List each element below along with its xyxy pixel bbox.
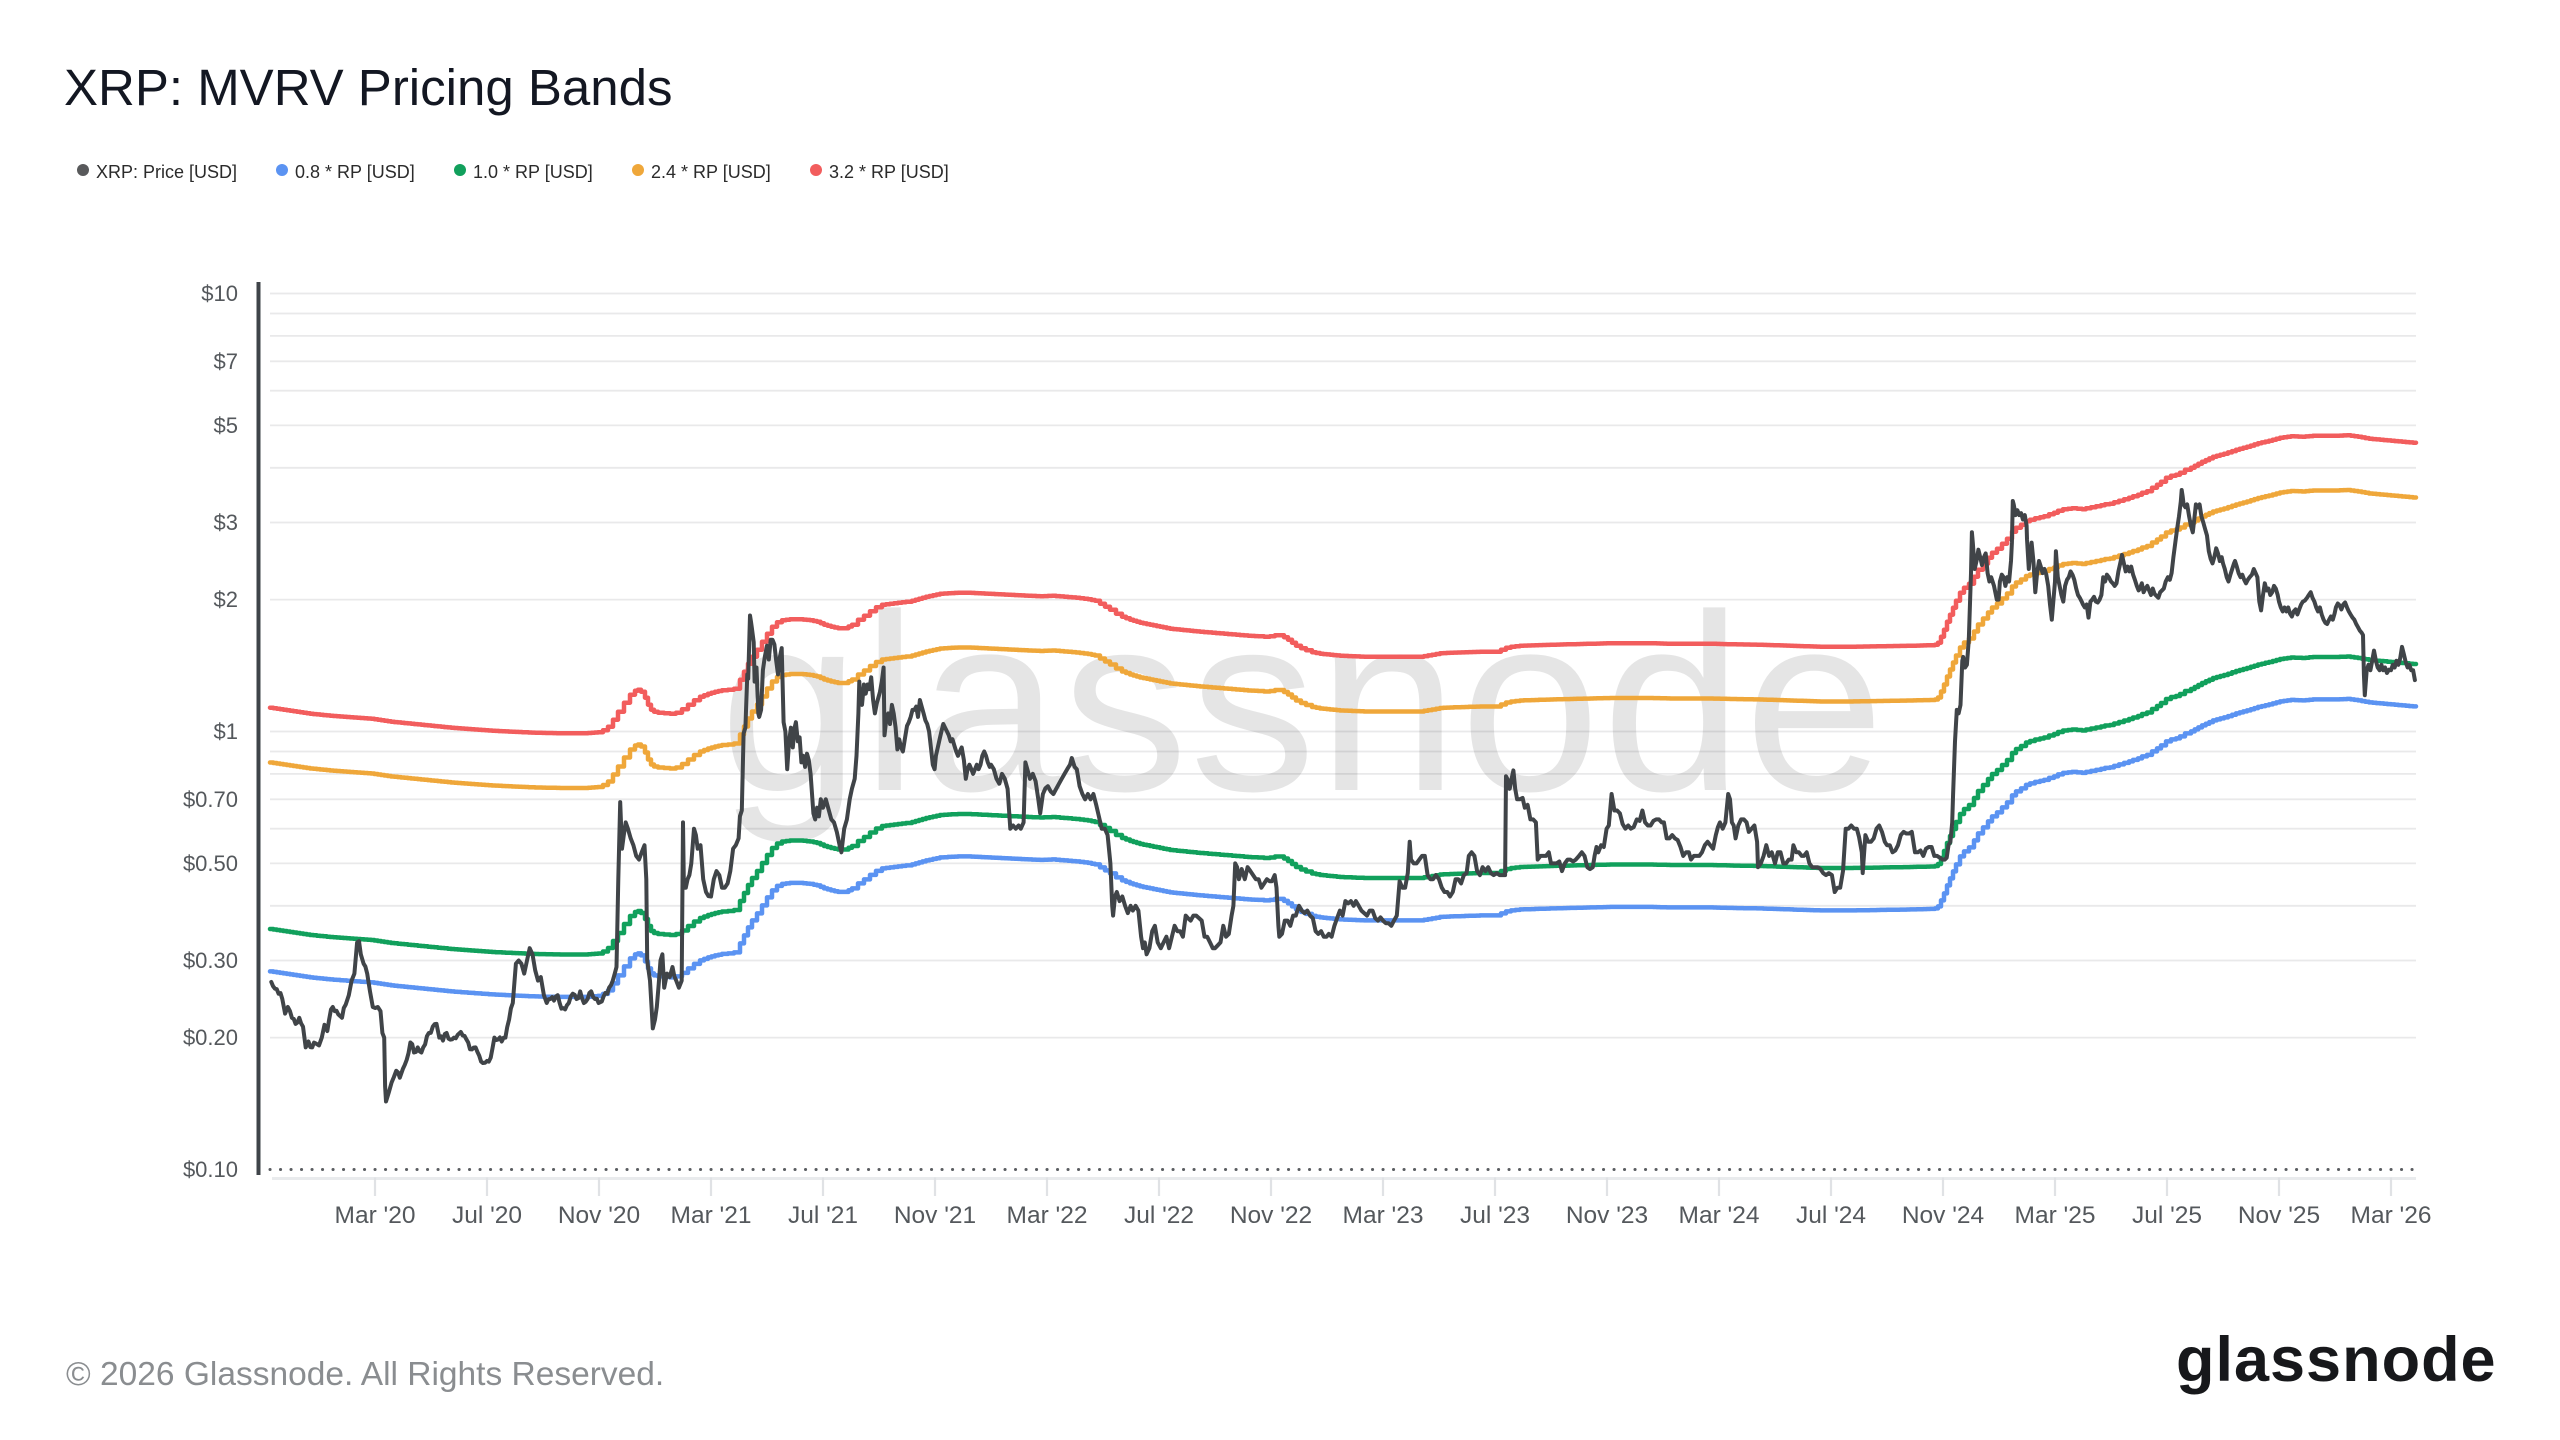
svg-text:Nov '25: Nov '25 [2238, 1202, 2320, 1229]
svg-text:$3: $3 [214, 510, 238, 535]
svg-text:Nov '20: Nov '20 [558, 1202, 640, 1229]
svg-text:Jul '20: Jul '20 [452, 1202, 522, 1229]
svg-text:Jul '22: Jul '22 [1124, 1202, 1194, 1229]
svg-text:$0.70: $0.70 [183, 787, 238, 812]
svg-text:Mar '23: Mar '23 [1343, 1202, 1424, 1229]
svg-text:$10: $10 [201, 281, 238, 306]
svg-text:$0.50: $0.50 [183, 851, 238, 876]
svg-text:Mar '21: Mar '21 [671, 1202, 752, 1229]
svg-text:$2: $2 [214, 587, 238, 612]
svg-text:Jul '21: Jul '21 [788, 1202, 858, 1229]
svg-text:$0.10: $0.10 [183, 1157, 238, 1182]
svg-text:Nov '23: Nov '23 [1566, 1202, 1648, 1229]
svg-text:Mar '25: Mar '25 [2015, 1202, 2096, 1229]
svg-text:$5: $5 [214, 413, 238, 438]
svg-text:$1: $1 [214, 719, 238, 744]
svg-text:Jul '23: Jul '23 [1460, 1202, 1530, 1229]
svg-text:Nov '24: Nov '24 [1902, 1202, 1984, 1229]
svg-text:$0.20: $0.20 [183, 1025, 238, 1050]
svg-text:Mar '22: Mar '22 [1007, 1202, 1088, 1229]
svg-text:Mar '20: Mar '20 [335, 1202, 416, 1229]
svg-text:$7: $7 [214, 349, 238, 374]
svg-text:Nov '22: Nov '22 [1230, 1202, 1312, 1229]
svg-text:Nov '21: Nov '21 [894, 1202, 976, 1229]
svg-text:Jul '25: Jul '25 [2132, 1202, 2202, 1229]
svg-text:Mar '24: Mar '24 [1679, 1202, 1760, 1229]
svg-text:Mar '26: Mar '26 [2351, 1202, 2432, 1229]
svg-text:Jul '24: Jul '24 [1796, 1202, 1866, 1229]
svg-text:$0.30: $0.30 [183, 948, 238, 973]
